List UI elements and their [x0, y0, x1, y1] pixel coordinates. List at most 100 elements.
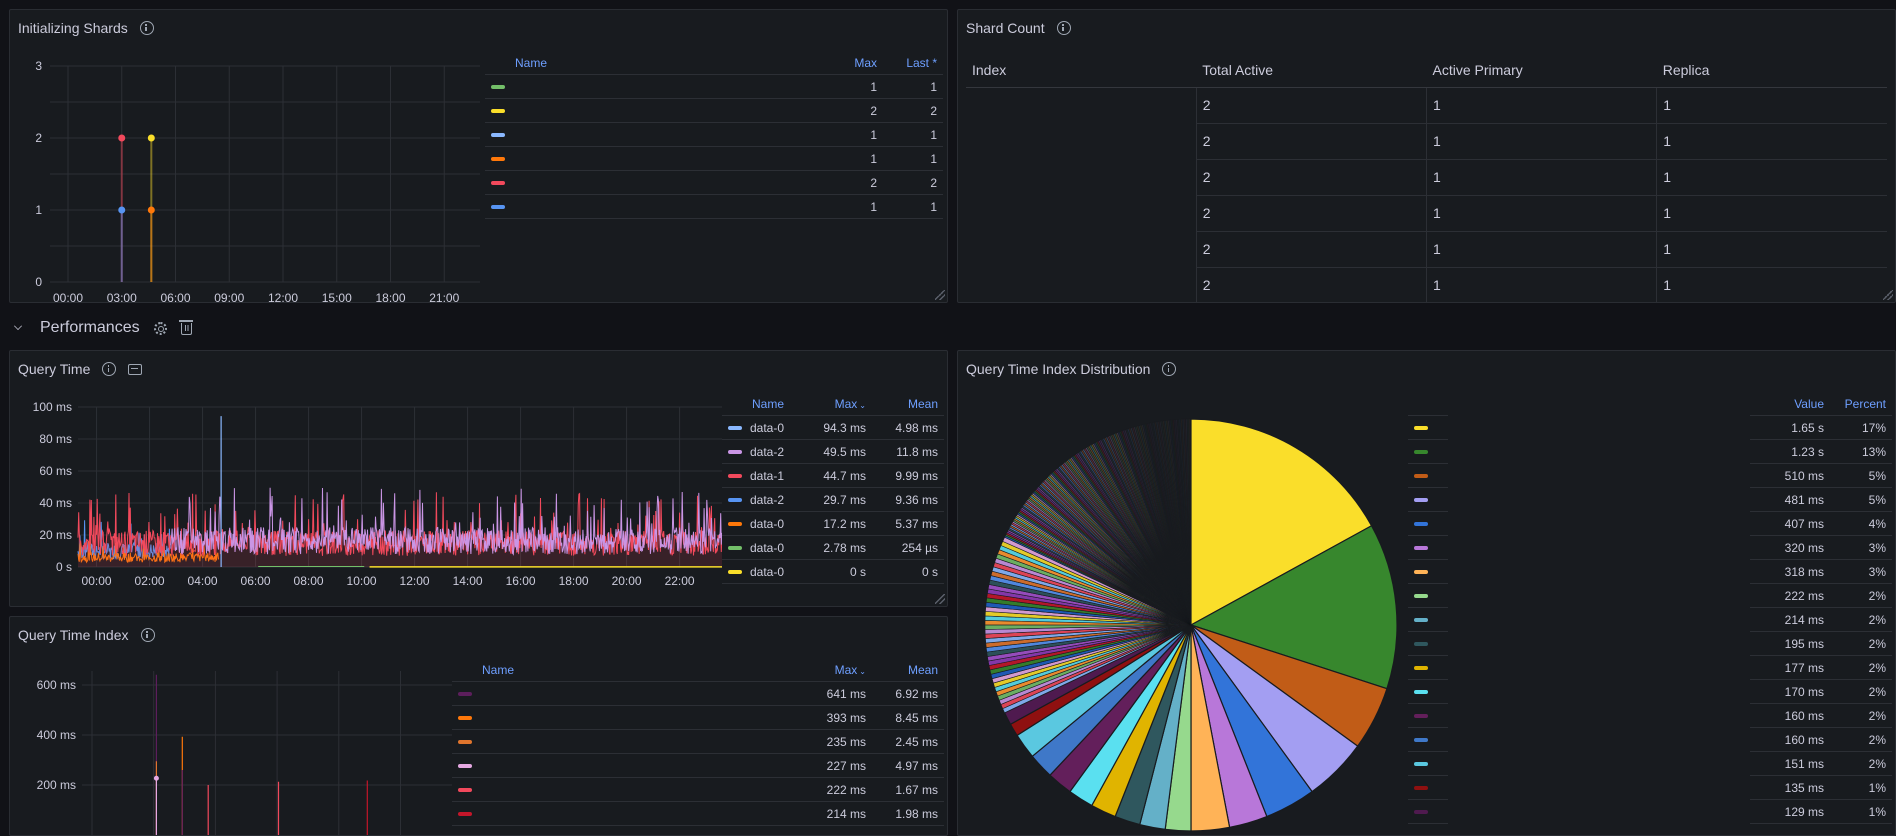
panel-header[interactable]: Shard Count: [966, 18, 1071, 38]
initializing-shards-chart[interactable]: 0 1 2 3 00:00 03:00 06:00 09:00 12:00 15:00 18:00 2…: [10, 44, 490, 303]
legend-header-max[interactable]: Max ⌄: [794, 661, 872, 682]
distribution-pie-chart[interactable]: [958, 385, 1398, 836]
chevron-down-icon[interactable]: [14, 322, 22, 330]
legend-row[interactable]: 318 ms 3%: [1408, 559, 1892, 584]
x-tick-label: 12:00: [268, 291, 298, 303]
info-icon[interactable]: [1056, 21, 1071, 35]
legend-header-value[interactable]: Value: [1750, 395, 1830, 416]
info-icon[interactable]: [140, 628, 155, 642]
legend-header-mean[interactable]: Mean: [872, 661, 944, 682]
panel-header[interactable]: Initializing Shards: [18, 18, 154, 38]
legend-row[interactable]: 135 ms 1%: [1408, 775, 1892, 800]
query-time-index-chart[interactable]: 200 ms 400 ms 600 ms: [10, 651, 455, 836]
legend-row[interactable]: 160 ms 2%: [1408, 727, 1892, 752]
legend-row[interactable]: 320 ms 3%: [1408, 535, 1892, 560]
legend-series-name: [452, 681, 794, 706]
legend-row[interactable]: 151 ms 2%: [1408, 751, 1892, 776]
query-time-chart[interactable]: 0 s 20 ms 40 ms 60 ms 80 ms 100 ms 00:00 02:00 0…: [10, 385, 722, 607]
info-icon[interactable]: [1162, 362, 1177, 376]
pie-slice: [1190, 418, 1373, 627]
column-header-index[interactable]: Index: [966, 54, 1197, 88]
legend-row[interactable]: 195 ms 2%: [1408, 631, 1892, 656]
column-header-total-active[interactable]: Total Active: [1196, 54, 1427, 88]
legend-row[interactable]: 235 ms 2.45 ms: [452, 729, 944, 754]
legend-header-mean[interactable]: Mean: [872, 395, 944, 416]
legend-max: 17.2 ms: [794, 511, 872, 536]
panel-links-icon[interactable]: [128, 363, 143, 375]
resize-handle[interactable]: [935, 290, 945, 300]
legend-row[interactable]: 129 ms 1%: [1408, 799, 1892, 824]
query-time-index-panel: Query Time Index 200 ms 400 ms 600 ms Name…: [9, 616, 948, 836]
gear-icon[interactable]: [153, 321, 167, 335]
series-color-swatch: [728, 498, 742, 503]
legend-row[interactable]: 393 ms 8.45 ms: [452, 705, 944, 730]
series-color-swatch: [1414, 522, 1428, 527]
legend-header-name[interactable]: Name: [485, 54, 823, 75]
legend-value: 214 ms: [1750, 607, 1830, 632]
legend-row[interactable]: 160 ms 2%: [1408, 703, 1892, 728]
legend-row[interactable]: 641 ms 6.92 ms: [452, 681, 944, 706]
legend-header-last[interactable]: Last *: [883, 54, 943, 75]
column-header-active-primary[interactable]: Active Primary: [1426, 54, 1657, 88]
query-time-index-legend: Name Max ⌄ Mean 641 ms 6.92 ms 393 ms 8.45 m…: [452, 661, 944, 826]
column-header-replica[interactable]: Replica: [1656, 54, 1887, 88]
legend-row[interactable]: 214 ms 2%: [1408, 607, 1892, 632]
row-title[interactable]: Performances: [40, 319, 140, 336]
legend-header-max[interactable]: Max: [823, 54, 883, 75]
legend-row[interactable]: 1.65 s 17%: [1408, 415, 1892, 440]
panel-title: Query Time: [18, 361, 91, 377]
series-color-swatch: [458, 812, 472, 817]
legend-row[interactable]: data-0 2.78 ms 254 µs: [722, 535, 944, 560]
x-tick-label: 09:00: [214, 291, 244, 303]
series-color-swatch: [1414, 618, 1428, 623]
legend-row[interactable]: 1.23 s 13%: [1408, 439, 1892, 464]
data-point: [147, 134, 155, 142]
legend-header-max[interactable]: Max ⌄: [794, 395, 872, 416]
panel-header[interactable]: Query Time Index: [18, 625, 155, 645]
legend-row[interactable]: 177 ms 2%: [1408, 655, 1892, 680]
resize-handle[interactable]: [1883, 290, 1893, 300]
series-color-swatch: [1414, 786, 1428, 791]
legend-series-name: [485, 74, 823, 99]
legend-header-name[interactable]: Name: [722, 395, 794, 416]
legend-max: 2: [823, 170, 883, 195]
series-color-swatch: [491, 133, 505, 138]
legend-row[interactable]: 510 ms 5%: [1408, 463, 1892, 488]
legend-row[interactable]: data-0 94.3 ms 4.98 ms: [722, 415, 944, 440]
legend-row[interactable]: 481 ms 5%: [1408, 487, 1892, 512]
legend-row[interactable]: 227 ms 4.97 ms: [452, 753, 944, 778]
performances-row-header[interactable]: Performances: [8, 316, 193, 340]
trash-icon[interactable]: [178, 320, 193, 335]
legend-row[interactable]: data-1 44.7 ms 9.99 ms: [722, 463, 944, 488]
x-tick-label: 20:00: [612, 574, 642, 588]
panel-header[interactable]: Query Time: [18, 359, 143, 379]
legend-row[interactable]: 170 ms 2%: [1408, 679, 1892, 704]
resize-handle[interactable]: [935, 594, 945, 604]
legend-row[interactable]: 222 ms 2%: [1408, 583, 1892, 608]
x-tick-label: 12:00: [400, 574, 430, 588]
panel-header[interactable]: Query Time Index Distribution: [966, 359, 1177, 379]
info-icon[interactable]: [102, 362, 117, 376]
legend-header-name[interactable]: Name: [452, 661, 794, 682]
legend-row[interactable]: 222 ms 1.67 ms: [452, 777, 944, 802]
legend-row[interactable]: 407 ms 4%: [1408, 511, 1892, 536]
legend-row[interactable]: data-0 17.2 ms 5.37 ms: [722, 511, 944, 536]
info-icon[interactable]: [139, 21, 154, 35]
legend-row[interactable]: data-2 29.7 ms 9.36 ms: [722, 487, 944, 512]
legend-header-percent[interactable]: Percent: [1830, 395, 1892, 416]
legend-row[interactable]: data-2 49.5 ms 11.8 ms: [722, 439, 944, 464]
series-color-swatch: [1414, 450, 1428, 455]
